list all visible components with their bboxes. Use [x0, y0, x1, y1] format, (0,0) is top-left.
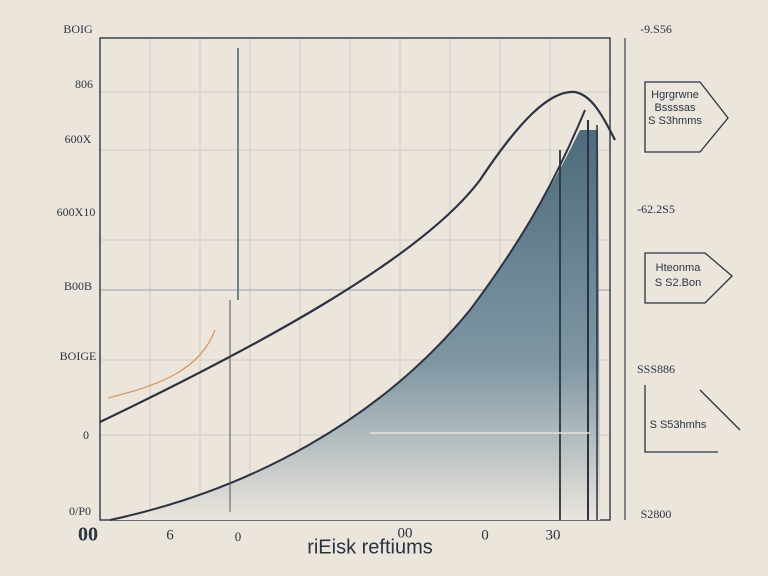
accent-curve — [107, 329, 216, 399]
bottom-label: 6 — [166, 527, 174, 543]
left-label: 600X10 — [57, 205, 96, 219]
lower-curve — [109, 109, 586, 521]
bottom-label: 30 — [546, 527, 561, 543]
left-label: 806 — [75, 77, 93, 91]
left-label: 0/P0 — [69, 504, 91, 518]
right-label: -62.2S5 — [637, 202, 675, 216]
callout-text: S S53hmhs — [650, 419, 707, 431]
left-label: 0 — [83, 428, 89, 442]
callout-box — [644, 252, 733, 304]
callout-text: Bssssas — [655, 102, 696, 114]
shaded-area — [110, 130, 600, 520]
upper-curve — [99, 90, 616, 423]
callout-box — [644, 385, 741, 453]
callout-text: Hteonma — [656, 262, 702, 274]
right-label: SSS886 — [637, 362, 675, 376]
right-label: -9.S56 — [640, 22, 672, 36]
left-label: BOIG — [63, 22, 93, 36]
right-label: S2800 — [641, 507, 672, 521]
left-label: B00B — [64, 279, 92, 293]
callout-box — [644, 81, 729, 153]
bottom-title: riEisk reftiums — [307, 536, 433, 558]
bottom-label: 00 — [398, 525, 413, 541]
bottom-label: 00 — [78, 524, 98, 546]
bottom-label: 0 — [235, 529, 242, 544]
callout-text: Hgrgrwne — [651, 89, 699, 101]
left-label: 600X — [65, 132, 92, 146]
callout-text: S S3hmms — [648, 115, 702, 127]
left-label: BOIGE — [60, 349, 97, 363]
bottom-label: 0 — [481, 527, 489, 543]
callout-text: S S2.Bon — [655, 277, 701, 289]
